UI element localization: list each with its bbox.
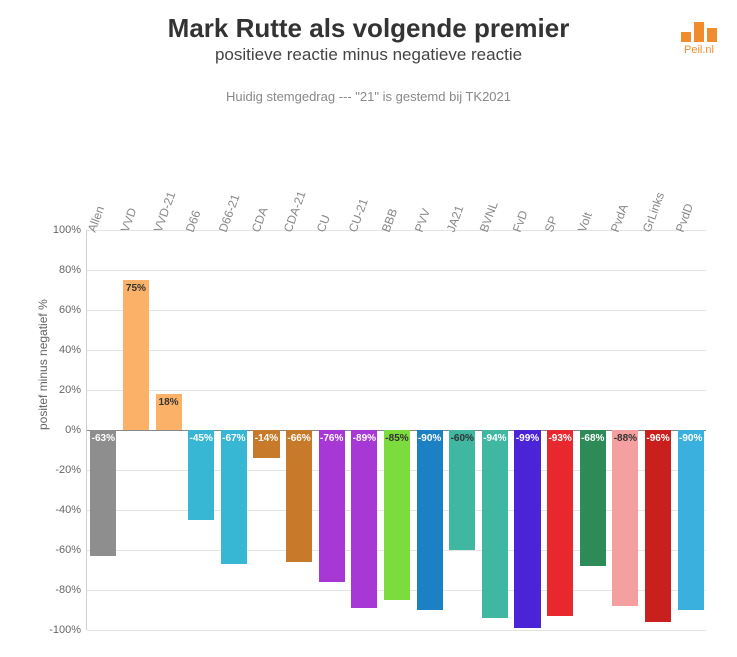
chart-subtitle: positieve reactie minus negatieve reacti… [0,45,737,65]
value-label: -89% [353,433,376,444]
value-label: -93% [548,433,571,444]
value-label: -96% [646,433,669,444]
value-label: -76% [320,433,343,444]
value-label: -88% [614,433,637,444]
bar-group: 18% [152,230,185,630]
category-label: CDA-21 [281,189,309,234]
bar [482,430,508,618]
bar [678,430,704,610]
bar-group: -14% [250,230,283,630]
bar [123,280,149,430]
bar [90,430,116,556]
y-tick-label: -40% [55,504,87,516]
value-label: -94% [483,433,506,444]
bar-group: -90% [674,230,707,630]
bar-group: -90% [413,230,446,630]
bar [286,430,312,562]
category-label: GrLinks [640,190,667,234]
value-label: -63% [92,433,115,444]
y-tick-label: 60% [59,304,87,316]
logo-text: Peil.nl [681,44,717,56]
value-label: -67% [222,433,245,444]
bar-group: -85% [381,230,414,630]
logo: Peil.nl [681,22,717,56]
bar-group: -45% [185,230,218,630]
bar [351,430,377,608]
value-label: 75% [126,283,146,294]
bar-group: -76% [315,230,348,630]
grid-line [87,630,706,631]
value-label: 18% [159,397,179,408]
y-tick-label: 40% [59,344,87,356]
bar [449,430,475,550]
value-label: -99% [516,433,539,444]
bar-group: -63% [87,230,120,630]
category-label: BVNL [477,200,501,234]
bar-group: -88% [609,230,642,630]
y-tick-label: 0% [65,424,87,436]
bar [221,430,247,564]
bar [514,430,540,628]
bar-group: -67% [218,230,251,630]
bar-group: 75% [120,230,153,630]
bar-group: -93% [544,230,577,630]
category-label: VVD-21 [151,190,179,234]
bar [384,430,410,600]
value-label: -68% [581,433,604,444]
bar-group: -68% [576,230,609,630]
bar [417,430,443,610]
y-tick-label: -100% [49,624,87,636]
y-tick-label: 20% [59,384,87,396]
value-label: -85% [385,433,408,444]
plot-area: -100%-80%-60%-40%-20%0%20%40%60%80%100%A… [86,230,706,630]
y-tick-label: 80% [59,264,87,276]
bar-group: -60% [446,230,479,630]
bar [580,430,606,566]
y-tick-label: -60% [55,544,87,556]
bar-group: -94% [479,230,512,630]
value-label: -90% [418,433,441,444]
y-tick-label: -80% [55,584,87,596]
chart-note: Huidig stemgedrag --- "21" is gestemd bi… [0,89,737,104]
category-label: D66-21 [216,192,243,234]
chart-title: Mark Rutte als volgende premier [0,0,737,43]
y-tick-label: -20% [55,464,87,476]
y-axis-label: positef minus negatief % [36,299,50,430]
bar-group: -66% [283,230,316,630]
y-tick-label: 100% [53,224,87,236]
category-label: CU-21 [346,197,371,234]
bar [645,430,671,622]
value-label: -60% [451,433,474,444]
value-label: -14% [255,433,278,444]
bar [612,430,638,606]
bar-group: -89% [348,230,381,630]
bar-group: -99% [511,230,544,630]
bar-group: -96% [642,230,675,630]
value-label: -45% [190,433,213,444]
bar [547,430,573,616]
bar [319,430,345,582]
logo-bars-icon [681,22,717,42]
value-label: -90% [679,433,702,444]
value-label: -66% [287,433,310,444]
